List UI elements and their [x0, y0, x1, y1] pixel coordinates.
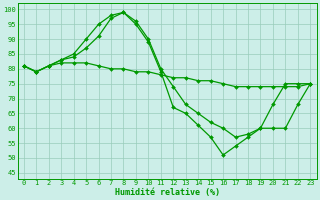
- X-axis label: Humidité relative (%): Humidité relative (%): [115, 188, 220, 197]
